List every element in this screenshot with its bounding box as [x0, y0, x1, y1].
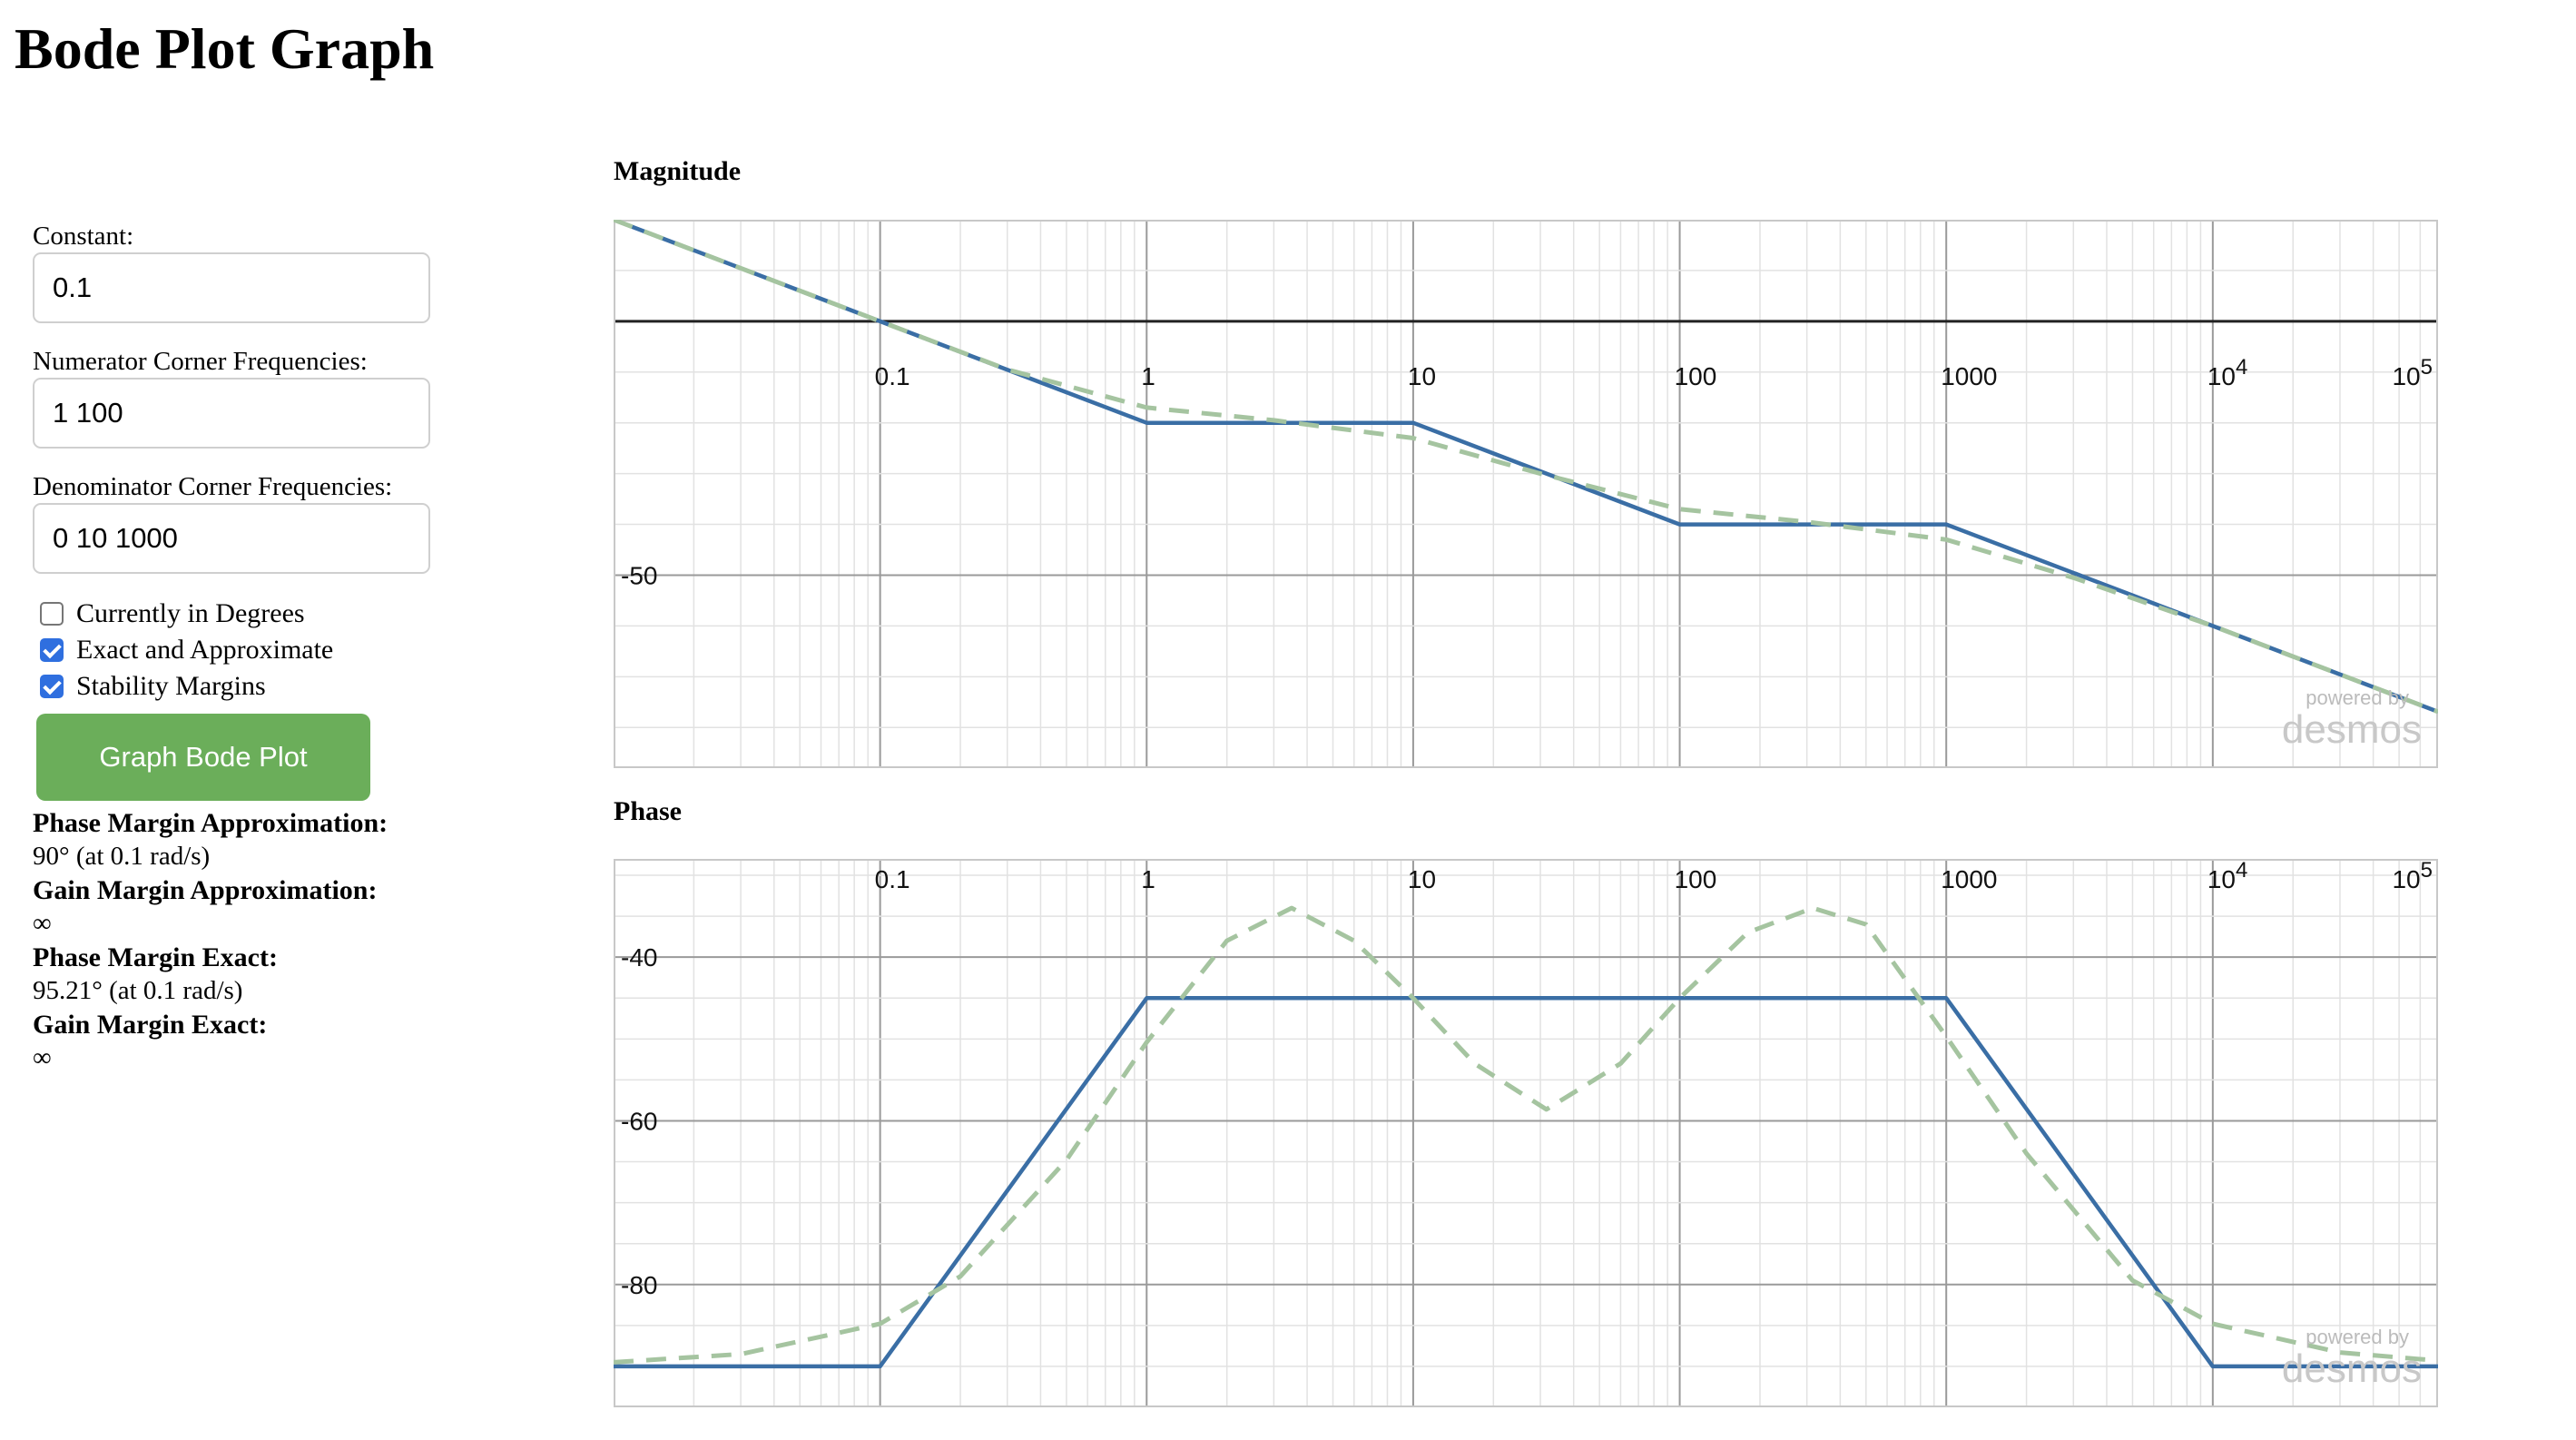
y-tick-label: -80 — [621, 1271, 657, 1299]
powered-by-text: powered by — [2306, 686, 2409, 709]
margins-results: Phase Margin Approximation: 90° (at 0.1 … — [33, 806, 541, 1075]
denominator-label: Denominator Corner Frequencies: — [33, 472, 393, 501]
y-tick-label: -60 — [621, 1107, 657, 1135]
x-tick-label: 1000 — [1941, 362, 1997, 390]
x-tick-label: 0.1 — [875, 865, 910, 893]
phase-margin-exact-label: Phase Margin Exact: — [33, 942, 278, 972]
gain-margin-exact-label: Gain Margin Exact: — [33, 1010, 268, 1040]
y-tick-label: -50 — [621, 561, 657, 589]
magnitude-plot[interactable]: 0.1 1 10 100 1000 104 105 -50 powered by desmos — [614, 220, 2438, 768]
x-tick-label: 104 — [2207, 859, 2248, 893]
exact-approx-label: Exact and Approximate — [76, 635, 334, 665]
degrees-option: Currently in Degrees — [33, 596, 577, 632]
phase-margin-exact-value: 95.21° (at 0.1 rad/s) — [33, 976, 243, 1005]
x-tick-label: 104 — [2207, 355, 2248, 390]
x-tick-label: 105 — [2392, 355, 2433, 390]
x-tick-label: 105 — [2392, 859, 2433, 893]
approximate-series-line — [614, 996, 2438, 1369]
exact-series-line — [614, 905, 2438, 1365]
exact-approx-option: Exact and Approximate — [33, 632, 577, 668]
page-title: Bode Plot Graph — [15, 16, 435, 81]
phase-title: Phase — [614, 796, 682, 826]
phase-plot[interactable]: 0.1 1 10 100 1000 104 105 -40 -60 -80 powered by de… — [614, 859, 2438, 1407]
x-tick-label: 100 — [1675, 362, 1717, 390]
phase-graph-canvas[interactable]: 0.1 1 10 100 1000 104 105 -40 -60 -80 powered byde… — [614, 859, 2438, 1407]
x-tick-label: 1 — [1141, 865, 1155, 893]
numerator-label: Numerator Corner Frequencies: — [33, 347, 368, 376]
gain-margin-approx-value: ∞ — [33, 909, 52, 938]
phase-margin-approx-value: 90° (at 0.1 rad/s) — [33, 842, 211, 871]
x-tick-label: 100 — [1675, 865, 1717, 893]
magnitude-title: Magnitude — [614, 156, 742, 186]
stability-margins-option: Stability Margins — [33, 668, 577, 705]
gain-margin-approx-label: Gain Margin Approximation: — [33, 875, 378, 905]
powered-by-text: powered by — [2306, 1326, 2409, 1348]
x-tick-label: 1000 — [1941, 865, 1997, 893]
degrees-label: Currently in Degrees — [76, 598, 305, 628]
degrees-checkbox[interactable] — [40, 602, 64, 626]
denominator-input[interactable] — [33, 503, 430, 574]
y-tick-label: -40 — [621, 943, 657, 972]
numerator-input[interactable] — [33, 378, 430, 449]
x-tick-label: 0.1 — [875, 362, 910, 390]
constant-input[interactable] — [33, 252, 430, 323]
exact-series-line — [614, 220, 2438, 715]
x-tick-label: 1 — [1141, 362, 1155, 390]
x-tick-label: 10 — [1408, 865, 1436, 893]
bode-form: Constant: Numerator Corner Frequencies: … — [33, 220, 577, 801]
stability-margins-label: Stability Margins — [76, 671, 266, 701]
phase-margin-approx-label: Phase Margin Approximation: — [33, 808, 388, 838]
gain-margin-exact-value: ∞ — [33, 1043, 52, 1072]
stability-margins-checkbox[interactable] — [40, 675, 64, 698]
graph-bode-plot-button[interactable]: Graph Bode Plot — [36, 714, 370, 801]
plot-border — [614, 220, 2438, 768]
exact-approx-checkbox[interactable] — [40, 638, 64, 662]
desmos-logo-text: desmos — [2282, 707, 2422, 752]
constant-label: Constant: — [33, 222, 134, 251]
x-tick-label: 10 — [1408, 362, 1436, 390]
plot-border — [614, 859, 2438, 1407]
approximate-series-line — [614, 220, 2438, 715]
desmos-logo-text: desmos — [2282, 1346, 2422, 1391]
